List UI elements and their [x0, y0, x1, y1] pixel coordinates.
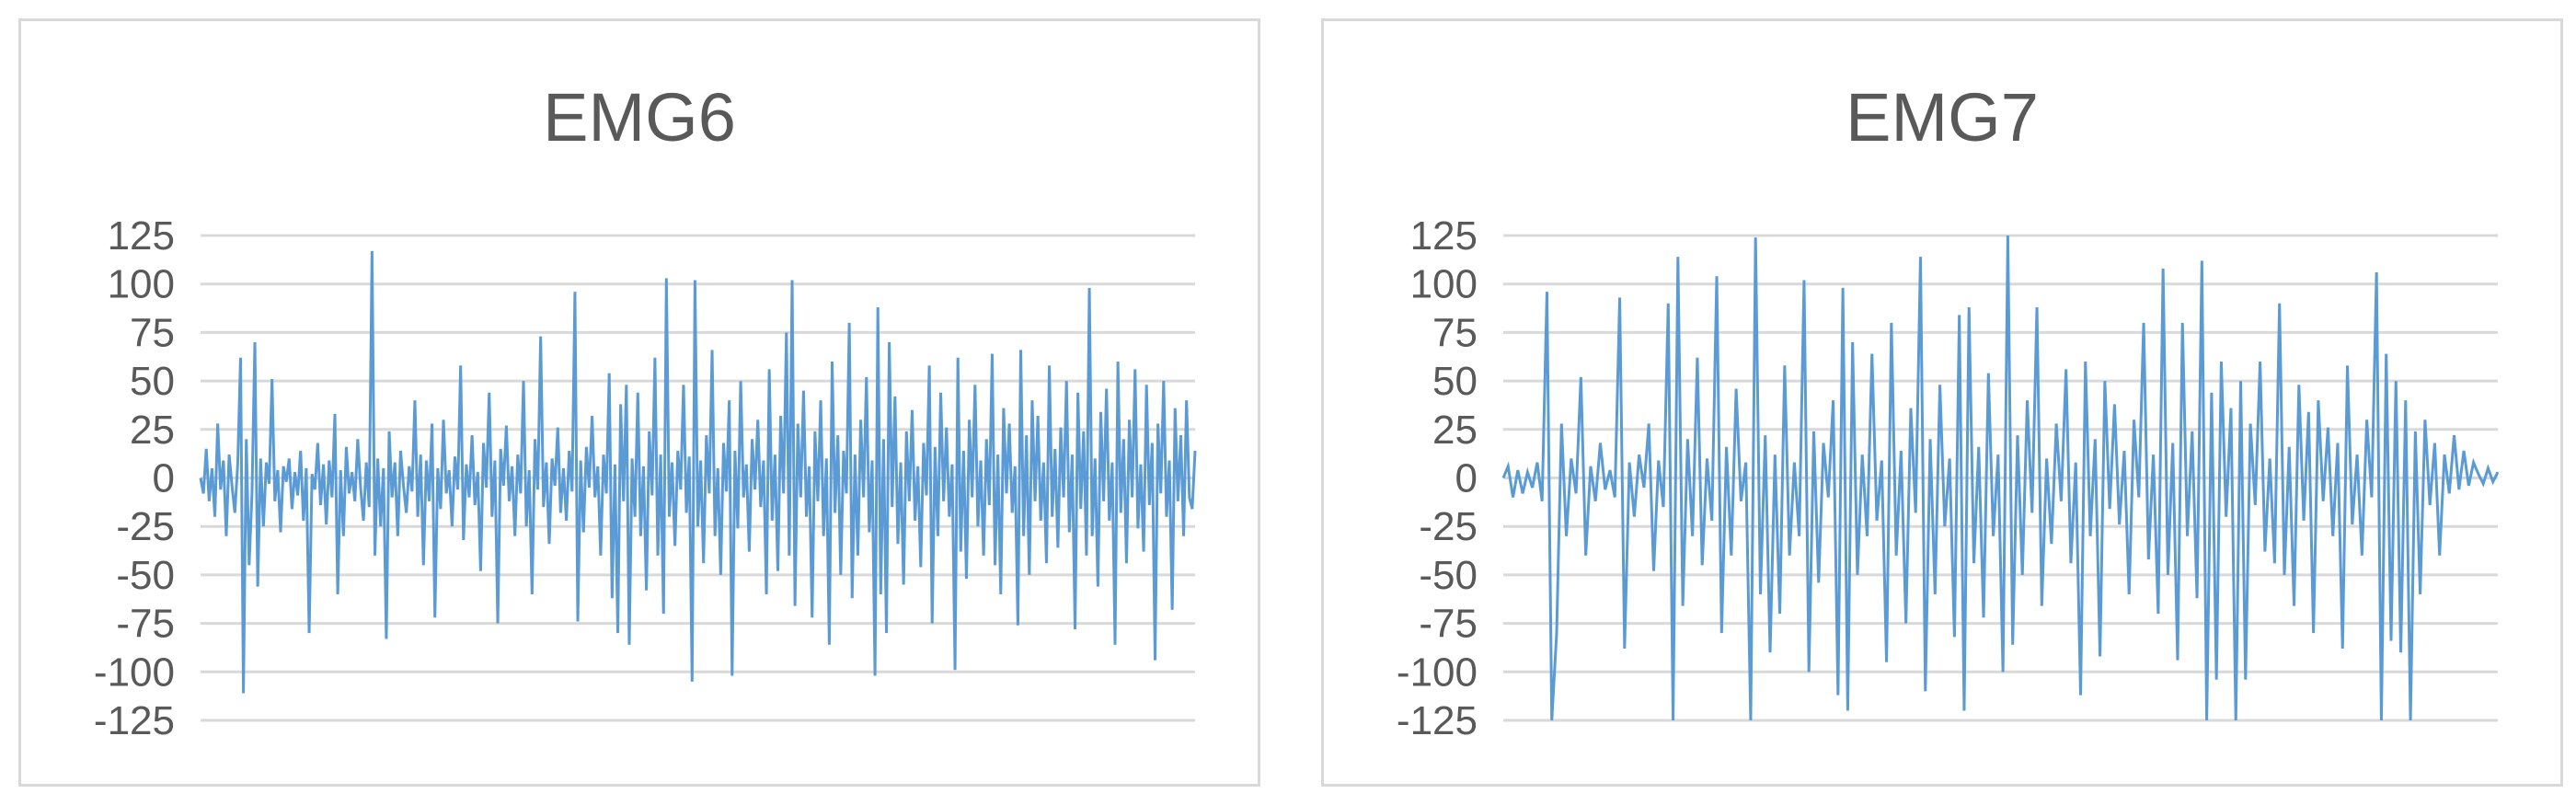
y-tick-label: 25 [130, 408, 175, 453]
y-tick-label: -125 [1397, 698, 1478, 743]
series-line [1501, 235, 2500, 721]
y-tick-label: 125 [1410, 213, 1478, 259]
y-tick-label: -75 [1419, 602, 1478, 647]
y-tick-label: 25 [1432, 408, 1478, 453]
y-tick-label: -25 [1419, 504, 1478, 549]
chart-title: EMG6 [543, 79, 736, 155]
y-tick-label: 0 [153, 456, 175, 501]
y-tick-label: -125 [94, 698, 175, 743]
y-tick-label: 50 [130, 359, 175, 404]
y-tick-label: 100 [1410, 262, 1478, 307]
y-tick-label: 100 [108, 262, 175, 307]
y-tick-label: -75 [116, 602, 175, 647]
y-tick-label: 125 [108, 213, 175, 259]
chart-panel-emg6: EMG6 125 100 75 50 25 0 -25 -50 -75 -100 -125 [18, 18, 1260, 787]
y-tick-label: -25 [116, 504, 175, 549]
chart-panel-emg7: EMG7 125 100 75 50 25 0 -25 -50 -75 -100 -125 [1321, 18, 2563, 787]
y-tick-label: -100 [1397, 650, 1478, 695]
y-tick-label: 75 [1432, 310, 1478, 355]
y-tick-label: -100 [94, 650, 175, 695]
series-line [199, 250, 1197, 694]
y-tick-label: 0 [1455, 456, 1478, 501]
chart-title: EMG7 [1846, 79, 2039, 155]
y-tick-label: 50 [1432, 359, 1478, 404]
y-tick-label: -50 [1419, 553, 1478, 598]
y-tick-label: -50 [116, 553, 175, 598]
y-tick-label: 75 [130, 310, 175, 355]
